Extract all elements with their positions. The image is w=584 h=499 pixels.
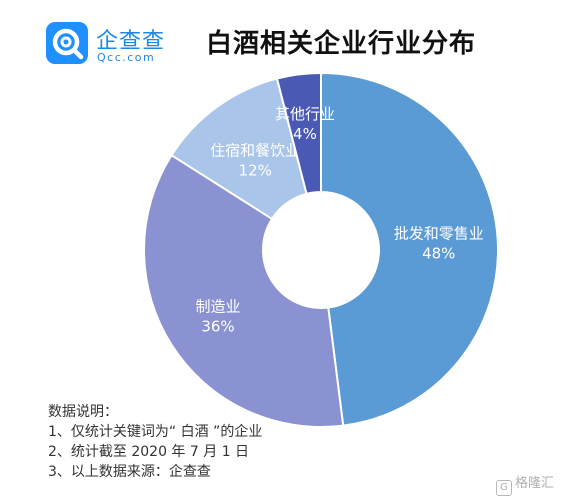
watermark-text: 格隆汇 — [515, 476, 555, 491]
notes-line: 2、统计截至 2020 年 7 月 1 日 — [48, 444, 250, 460]
watermark-icon: G — [496, 480, 512, 496]
logo-name: 企查查 — [96, 29, 166, 54]
notes-line: 3、以上数据来源：企查查 — [48, 464, 211, 480]
notes-line: 1、仅统计关键词为“ 白酒 ”的企业 — [48, 424, 263, 440]
notes: 数据说明： 1、仅统计关键词为“ 白酒 ”的企业 2、统计截至 2020 年 7… — [48, 402, 262, 482]
pie-slice — [320, 71, 499, 427]
qcc-logo: 企查查 Qcc.com — [46, 22, 196, 68]
notes-heading: 数据说明： — [48, 404, 118, 420]
slice-label: 制造业 — [195, 297, 240, 315]
pie-slice — [275, 71, 322, 196]
header: 企查查 Qcc.com 白酒相关企业行业分布 — [0, 0, 584, 80]
pie-slice — [170, 77, 308, 221]
pie-slice — [143, 153, 345, 428]
slice-label: 其他行业 — [275, 105, 335, 123]
slice-value-label: 36% — [201, 317, 234, 335]
watermark: G 格隆汇 — [496, 472, 554, 496]
slice-label: 批发和零售业 — [394, 225, 484, 243]
slice-value-label: 4% — [293, 125, 317, 143]
slice-value-label: 48% — [422, 245, 455, 263]
slice-label: 住宿和餐饮业 — [210, 141, 300, 159]
qcc-logo-icon — [46, 22, 88, 64]
chart-title: 白酒相关企业行业分布 — [206, 29, 477, 59]
logo-domain: Qcc.com — [97, 51, 156, 64]
slice-value-label: 12% — [238, 161, 271, 179]
